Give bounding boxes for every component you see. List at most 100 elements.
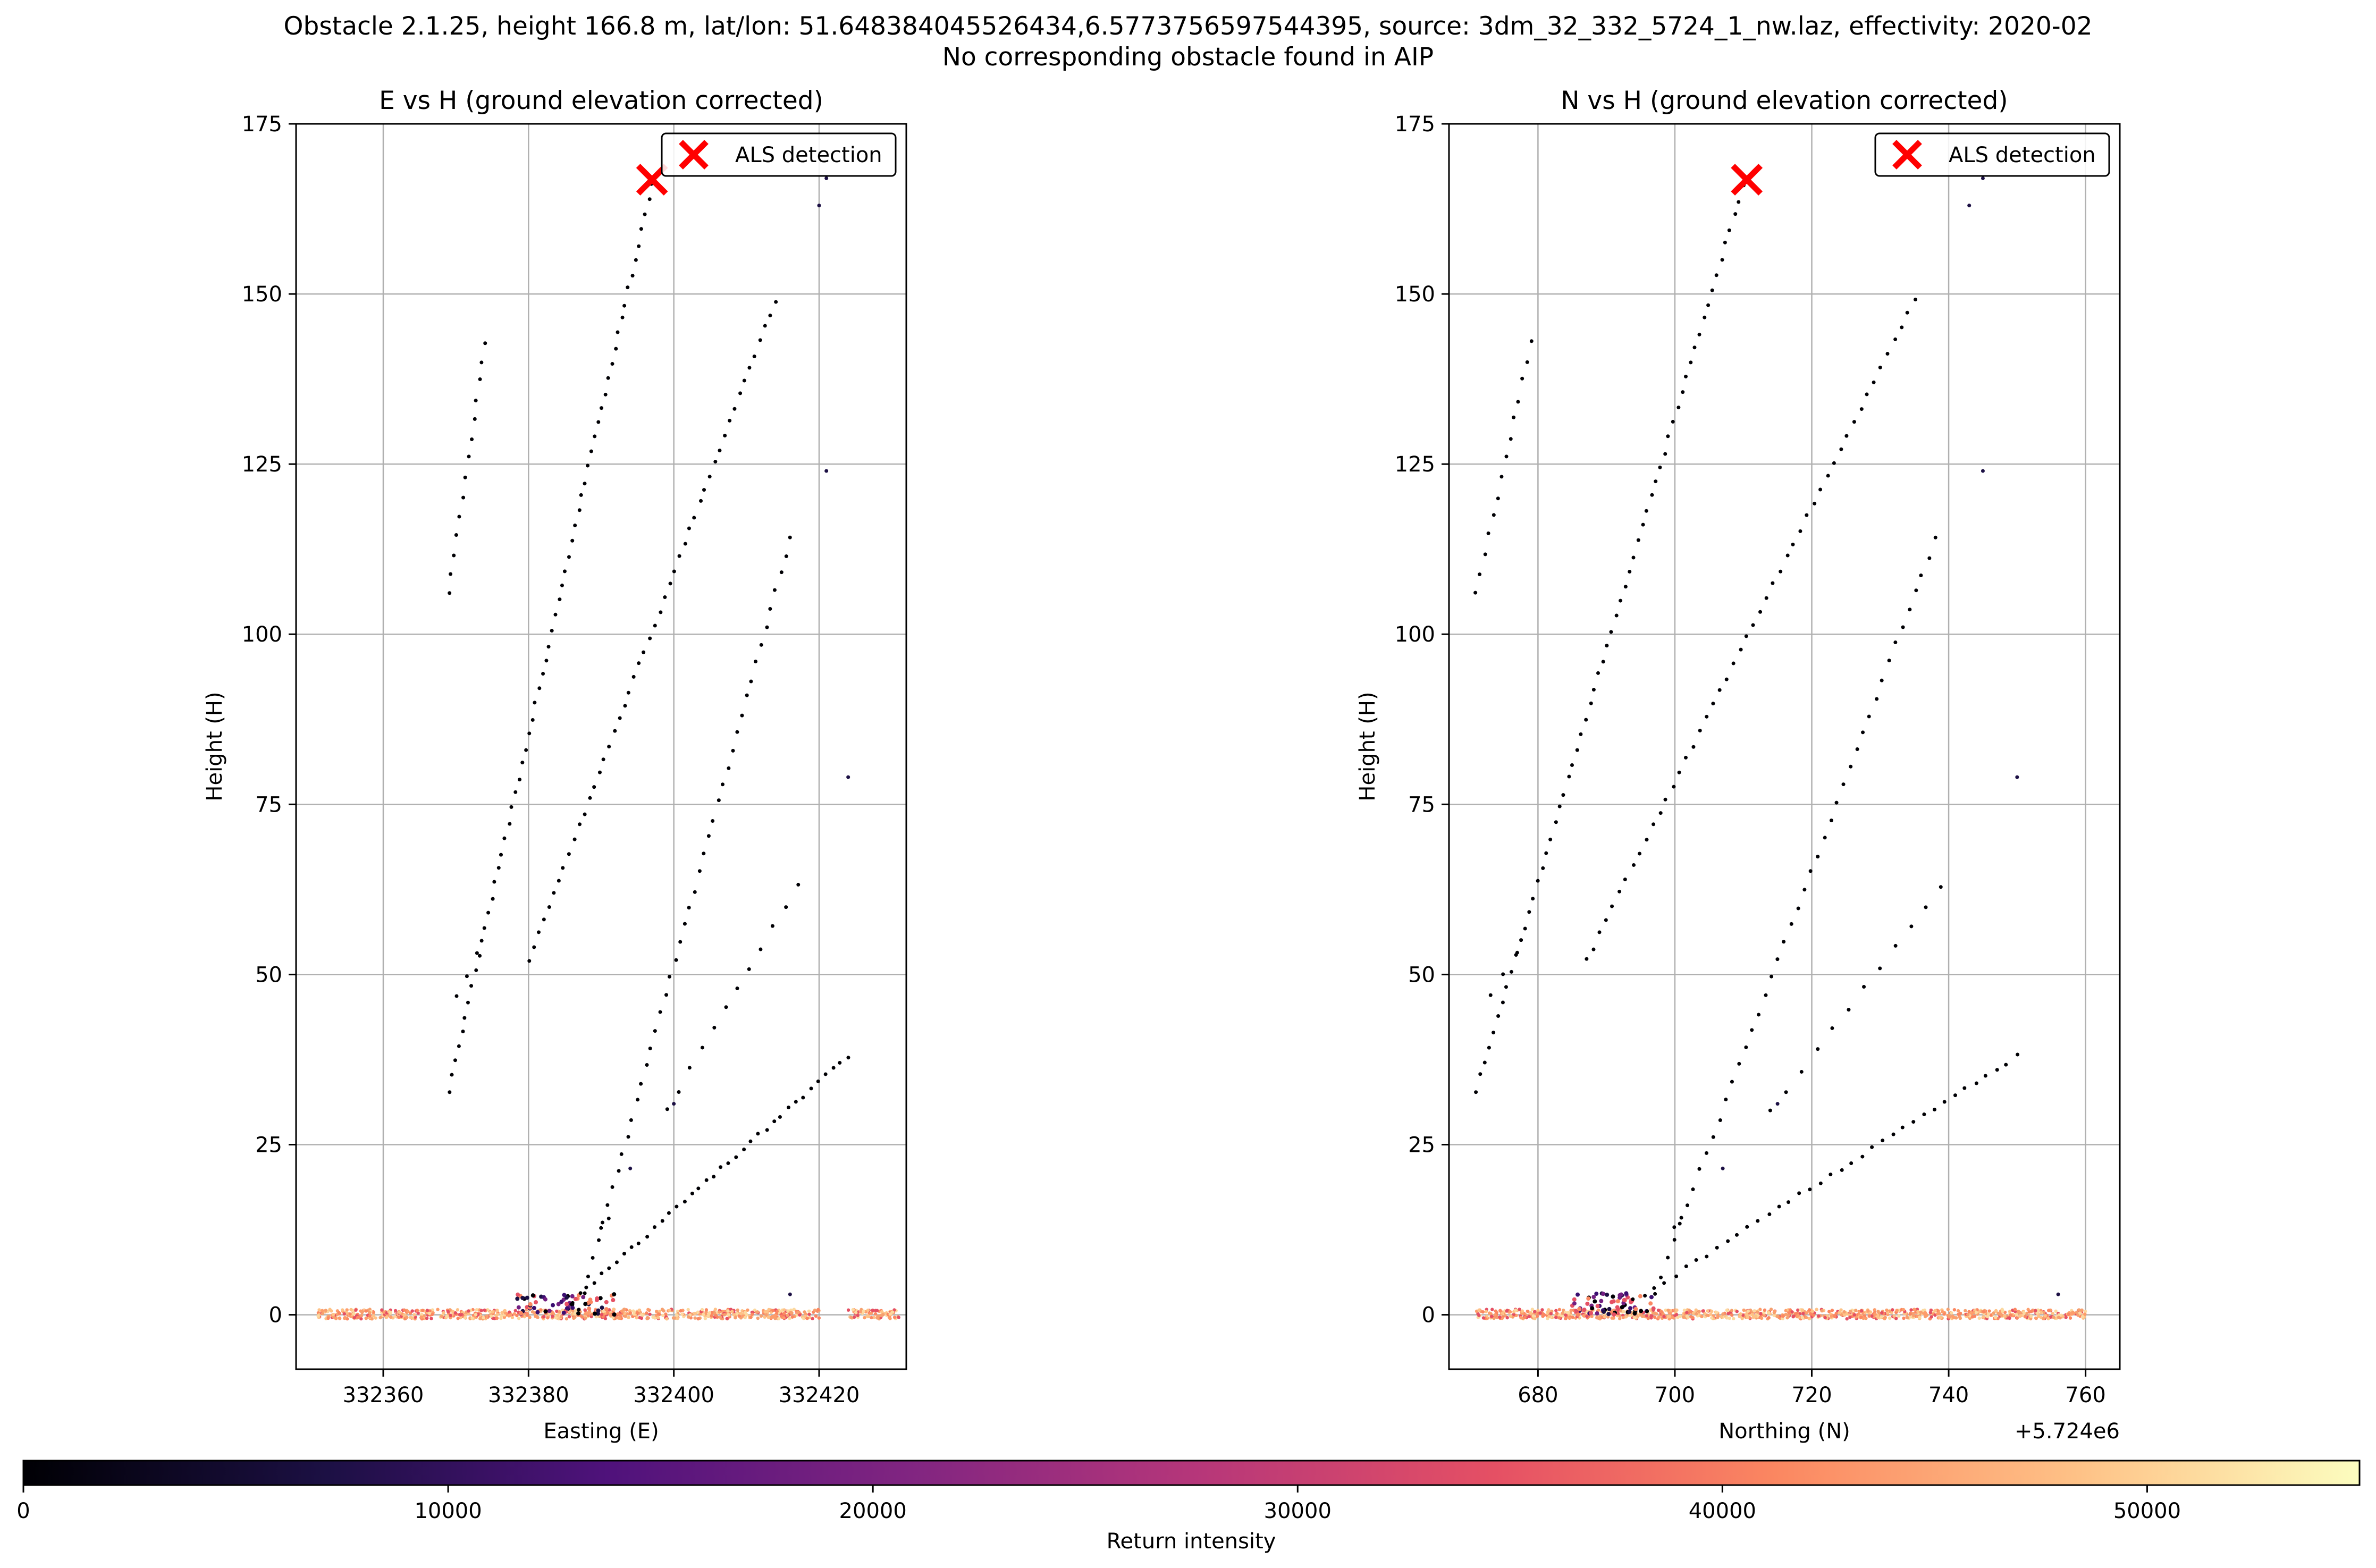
ground-point [1873,1312,1877,1316]
scan-point [1536,879,1540,883]
ground-point [348,1312,352,1316]
scan-point [596,420,601,424]
scan-point [726,1161,730,1165]
y-tick-label: 175 [1395,112,1435,137]
scan-point [496,866,501,870]
scan-point [1686,1203,1690,1208]
legend-marker [1892,140,1922,170]
ground-point [2046,1309,2051,1312]
scan-point [683,922,687,926]
ground-point [1509,1314,1512,1318]
cluster-point [1615,1299,1620,1304]
ground-point [851,1308,855,1312]
ground-point [680,1312,684,1316]
cluster-point [1610,1300,1614,1304]
ground-point [602,1309,605,1313]
ground-point [1810,1309,1815,1313]
scan-point [1706,303,1711,307]
scan-point [765,625,769,629]
scan-point [1859,407,1864,411]
scan-point [702,488,706,492]
scan-point [1881,1139,1885,1143]
ground-point [2001,1309,2004,1313]
scan-point [1841,782,1846,787]
scan-point [546,645,551,649]
ground-point [1994,1309,1998,1313]
scan-point [483,341,487,345]
cluster-point [1649,1295,1654,1300]
cluster-point [559,1300,564,1304]
scan-point [1478,1072,1482,1076]
scan-point [1787,1200,1791,1204]
ground-point [1982,1315,1985,1319]
ground-point [1888,1316,1892,1320]
ground-point [558,1310,562,1314]
ground-point [321,1309,324,1313]
ground-point [574,1309,578,1312]
scan-point [652,1225,656,1229]
cluster-point [516,1305,521,1310]
scan-point [1579,732,1583,736]
scan-point [527,731,532,736]
ground-point [1523,1316,1527,1319]
colorbar-tick-label: 40000 [1689,1499,1756,1523]
ground-point [1848,1309,1852,1313]
cluster-point [556,1302,561,1306]
scan-point [749,679,753,684]
ground-point [1481,1310,1485,1314]
scan-point [479,360,484,365]
scan-point [544,659,549,663]
scan-point [1914,298,1918,302]
ground-point [1807,1317,1811,1320]
ground-point [1740,1317,1744,1320]
ground-point [1505,1309,1509,1313]
x-tick-label: 332380 [488,1383,569,1407]
scan-point [672,569,676,574]
ground-point [764,1313,768,1317]
scan-point [1585,957,1589,961]
scan-point [622,1252,626,1256]
scan-point [1678,1221,1682,1226]
cluster-point [587,1306,592,1311]
ground-point [456,1317,460,1320]
scan-point [754,660,758,664]
scan-point [738,391,743,395]
x-tick-label: 700 [1655,1383,1695,1407]
scan-point [1658,465,1662,469]
ground-point [342,1312,346,1316]
scan-point [462,1016,467,1020]
ground-point [1952,1308,1957,1312]
scan-point [712,1025,717,1030]
ground-point [551,1312,555,1316]
ground-point [1492,1316,1496,1320]
scan-point [1705,1254,1709,1259]
colorbar-label: Return intensity [1107,1529,1276,1554]
x-tick-label: 720 [1791,1383,1832,1407]
scan-point [599,1226,603,1230]
scan-point [1840,1168,1844,1172]
ground-point [2080,1314,2085,1319]
scan-point [1798,529,1802,533]
scan-point [562,569,567,574]
ground-point [746,1308,749,1312]
ground-point [1666,1308,1670,1312]
scan-point [1785,553,1790,558]
scan-point [583,482,587,486]
scan-point [1681,390,1685,394]
ground-point [2083,1310,2087,1313]
ground-point [1498,1315,1502,1319]
scan-point [2056,1292,2060,1296]
scan-point [712,1175,716,1179]
colorbar-tick-label: 50000 [2113,1499,2181,1523]
ground-point [654,1310,659,1313]
scan-point [1939,885,1943,889]
ground-point [786,1313,789,1317]
scan-point [1496,496,1500,501]
scan-point [1953,1093,1957,1098]
scan-point [453,1058,457,1063]
cluster-point [1607,1306,1612,1311]
ground-point [656,1312,661,1316]
scan-point [567,852,571,856]
scan-point [570,1301,575,1305]
ground-point [624,1314,627,1318]
